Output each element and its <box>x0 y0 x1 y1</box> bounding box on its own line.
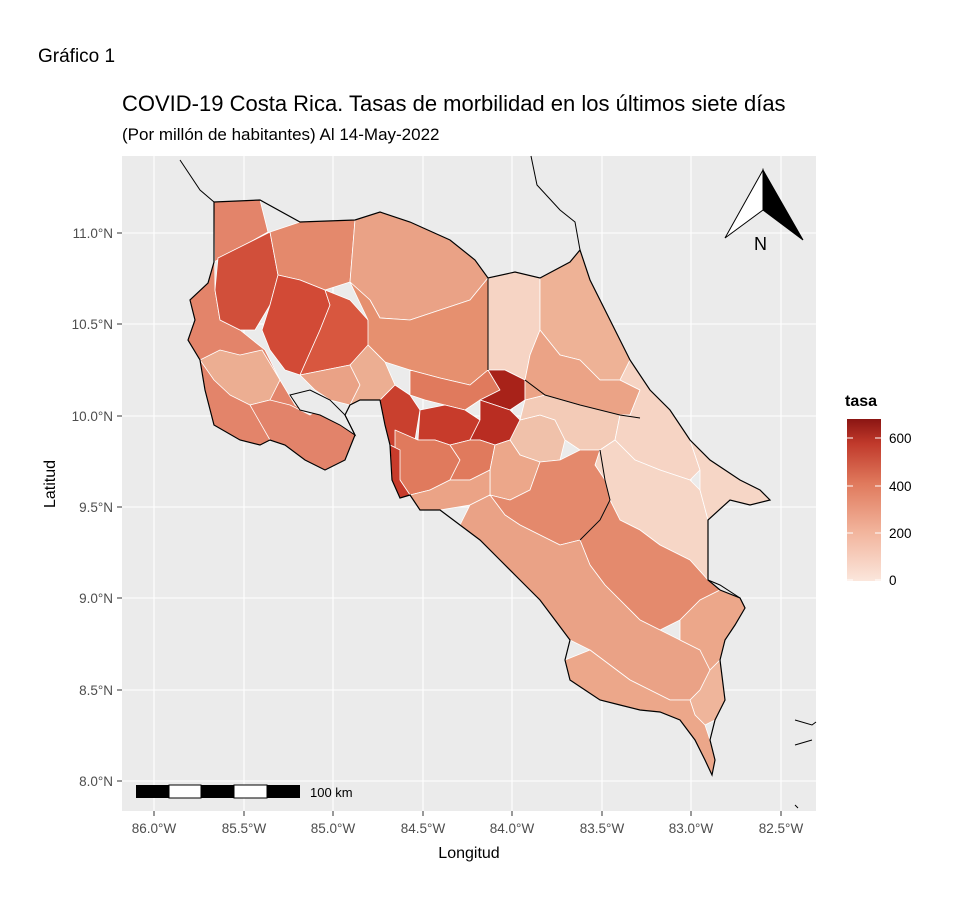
y-tick-label: 10.5°N <box>72 317 113 332</box>
scale-bar: 100 km <box>136 784 353 800</box>
legend: tasa 600 400 200 0 <box>845 393 912 588</box>
legend-tick-label: 600 <box>889 431 912 446</box>
legend-tick-label: 0 <box>889 573 897 588</box>
y-tick-label: 9.5°N <box>79 500 113 515</box>
x-tick-label: 84.5°W <box>401 821 446 836</box>
country-outline <box>187 199 772 777</box>
x-tick-label: 85.0°W <box>311 821 356 836</box>
x-tick-label: 82.5°W <box>759 821 804 836</box>
axis-ticks <box>117 232 782 816</box>
province-borders <box>487 278 709 580</box>
x-tick-label: 86.0°W <box>132 821 177 836</box>
x-axis-title: Longitud <box>438 845 499 862</box>
region-nicoya-interior <box>199 349 281 406</box>
legend-title: tasa <box>845 393 877 410</box>
north-arrow-label: N <box>754 234 767 254</box>
legend-tick-label: 200 <box>889 526 912 541</box>
y-tick-labels: 11.0°N 10.5°N 10.0°N 9.5°N 9.0°N 8.5°N 8… <box>72 226 113 789</box>
scale-bar-label: 100 km <box>310 785 353 800</box>
y-tick-label: 10.0°N <box>72 409 113 424</box>
map-regions <box>187 199 771 776</box>
document-label: Gráfico 1 <box>38 46 116 67</box>
x-tick-label: 85.5°W <box>222 821 267 836</box>
x-tick-label: 83.0°W <box>669 821 714 836</box>
north-arrow: N <box>724 168 804 254</box>
map-title: COVID-19 Costa Rica. Tasas de morbilidad… <box>122 91 786 116</box>
legend-tick-label: 400 <box>889 479 912 494</box>
y-tick-label: 8.5°N <box>79 683 113 698</box>
y-tick-label: 8.0°N <box>79 774 113 789</box>
x-tick-labels: 86.0°W 85.5°W 85.0°W 84.5°W 84.0°W 83.5°… <box>132 821 804 836</box>
y-tick-label: 9.0°N <box>79 591 113 606</box>
y-axis-title: Latitud <box>42 460 59 508</box>
legend-colorbar <box>847 419 881 581</box>
y-tick-label: 11.0°N <box>73 226 113 241</box>
x-tick-label: 84.0°W <box>490 821 535 836</box>
map-subtitle: (Por millón de habitantes) Al 14-May-202… <box>122 125 440 144</box>
x-tick-label: 83.5°W <box>580 821 625 836</box>
